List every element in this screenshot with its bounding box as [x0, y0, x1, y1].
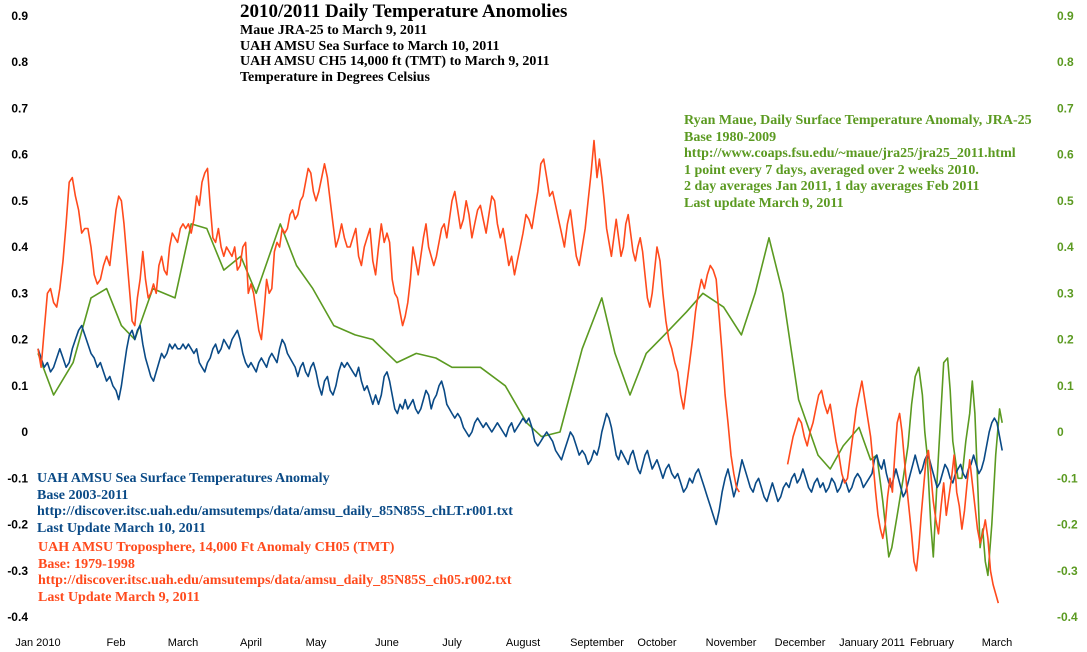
y-tick-label: 0.8	[11, 55, 28, 69]
x-axis: Jan 2010 Feb March April May June July August Se…	[15, 637, 1012, 649]
chart-title-block: 2010/2011 Daily Temperature Anomolies Ma…	[240, 1, 567, 85]
y-tick-label: -0.4	[7, 610, 28, 624]
left-y-axis: -0.4 -0.3 -0.2 -0.1 0 0.1 0.2 0.3 0.4 0.5 0.6 0.7 0.…	[7, 9, 28, 624]
surface-anomaly-line	[37, 223, 1003, 577]
x-tick-label: April	[240, 637, 262, 649]
y-tick-label: 0.6	[11, 148, 28, 162]
right-y-tick-label: 0	[1057, 425, 1064, 439]
note-text: 2 day averages Jan 2011, 1 day averages …	[684, 179, 980, 194]
right-y-tick-label: -0.1	[1057, 471, 1078, 485]
surface-anomaly-note: Ryan Maue, Daily Surface Temperature Ano…	[684, 113, 1038, 212]
right-y-tick-label: 0.2	[1057, 333, 1074, 347]
right-y-tick-label: -0.4	[1057, 610, 1078, 624]
right-y-tick-label: 0.4	[1057, 240, 1074, 254]
y-tick-label: 0.2	[11, 333, 28, 347]
right-y-tick-label: 0.6	[1057, 148, 1074, 162]
plot-area	[37, 139, 1003, 604]
chart-title: 2010/2011 Daily Temperature Anomolies	[240, 1, 568, 22]
sea-surface-note: UAH AMSU Sea Surface Temperatures Anomal…	[37, 471, 517, 537]
x-tick-label: December	[775, 637, 826, 649]
y-tick-label: -0.2	[7, 518, 28, 532]
y-tick-label: -0.1	[7, 471, 28, 485]
x-tick-label: June	[375, 637, 399, 649]
troposphere-line-segment	[786, 380, 1000, 604]
y-tick-label: 0.3	[11, 286, 28, 300]
y-tick-label: 0.4	[11, 240, 28, 254]
y-tick-label: 0.7	[11, 101, 28, 115]
x-tick-label: March	[982, 637, 1013, 649]
note-series-name: UAH AMSU Troposphere, 14,000 Ft Anomaly …	[38, 540, 395, 555]
right-y-tick-label: 0.3	[1057, 286, 1074, 300]
y-tick-label: 0.9	[11, 9, 28, 23]
chart-subtitle-line: Maue JRA-25 to March 9, 2011	[240, 23, 428, 38]
x-tick-label: May	[306, 637, 327, 649]
note-url: http://www.coaps.fsu.edu/~maue/jra25/jra…	[684, 146, 1016, 161]
note-series-name: Ryan Maue, Daily Surface Temperature Ano…	[684, 113, 1032, 128]
y-tick-label: 0.1	[11, 379, 28, 393]
troposphere-note: UAH AMSU Troposphere, 14,000 Ft Anomaly …	[38, 540, 516, 606]
note-series-name: UAH AMSU Sea Surface Temperatures Anomal…	[37, 471, 330, 486]
x-tick-label: October	[637, 637, 676, 649]
x-tick-label: September	[570, 637, 624, 649]
chart-subtitle-line: UAH AMSU CH5 14,000 ft (TMT) to March 9,…	[240, 54, 550, 70]
note-update: Last Update March 9, 2011	[38, 589, 200, 605]
note-base: Base 1980-2009	[684, 129, 777, 145]
x-tick-label: August	[506, 637, 540, 649]
note-update: Last update March 9, 2011	[684, 195, 844, 211]
y-tick-label: 0.5	[11, 194, 28, 208]
note-base: Base 2003-2011	[37, 487, 129, 503]
x-tick-label: November	[706, 637, 757, 649]
right-y-tick-label: 0.5	[1057, 194, 1074, 208]
right-y-tick-label: 0.7	[1057, 101, 1074, 115]
x-tick-label: Feb	[107, 637, 126, 649]
chart-subtitle-line: Temperature in Degrees Celsius	[240, 69, 430, 85]
right-y-tick-label: -0.3	[1057, 564, 1078, 578]
note-text: 1 point every 7 days, averaged over 2 we…	[684, 162, 979, 178]
right-y-tick-label: 0.8	[1057, 55, 1074, 69]
right-y-axis: -0.4 -0.3 -0.2 -0.1 0 0.1 0.2 0.3 0.4 0.5 0.6 0.7 0.…	[1057, 9, 1078, 624]
right-y-tick-label: 0.1	[1057, 379, 1074, 393]
right-y-tick-label: 0.9	[1057, 9, 1074, 23]
chart-subtitle-line: UAH AMSU Sea Surface to March 10, 2011	[240, 38, 500, 54]
x-tick-label: July	[442, 637, 462, 649]
sea-surface-line	[37, 324, 1003, 526]
right-y-tick-label: -0.2	[1057, 518, 1078, 532]
note-url: http://discover.itsc.uah.edu/amsutemps/d…	[37, 504, 513, 519]
note-update: Last Update March 10, 2011	[37, 520, 206, 536]
note-base: Base: 1979-1998	[38, 556, 135, 572]
y-tick-label: -0.3	[7, 564, 28, 578]
troposphere-line	[37, 139, 740, 493]
x-tick-label: Jan 2010	[15, 637, 60, 649]
x-tick-label: March	[168, 637, 199, 649]
x-tick-label: January 2011	[839, 637, 905, 649]
note-url: http://discover.itsc.uah.edu/amsutemps/d…	[38, 573, 512, 588]
y-tick-label: 0	[21, 425, 28, 439]
x-tick-label: February	[910, 637, 955, 649]
